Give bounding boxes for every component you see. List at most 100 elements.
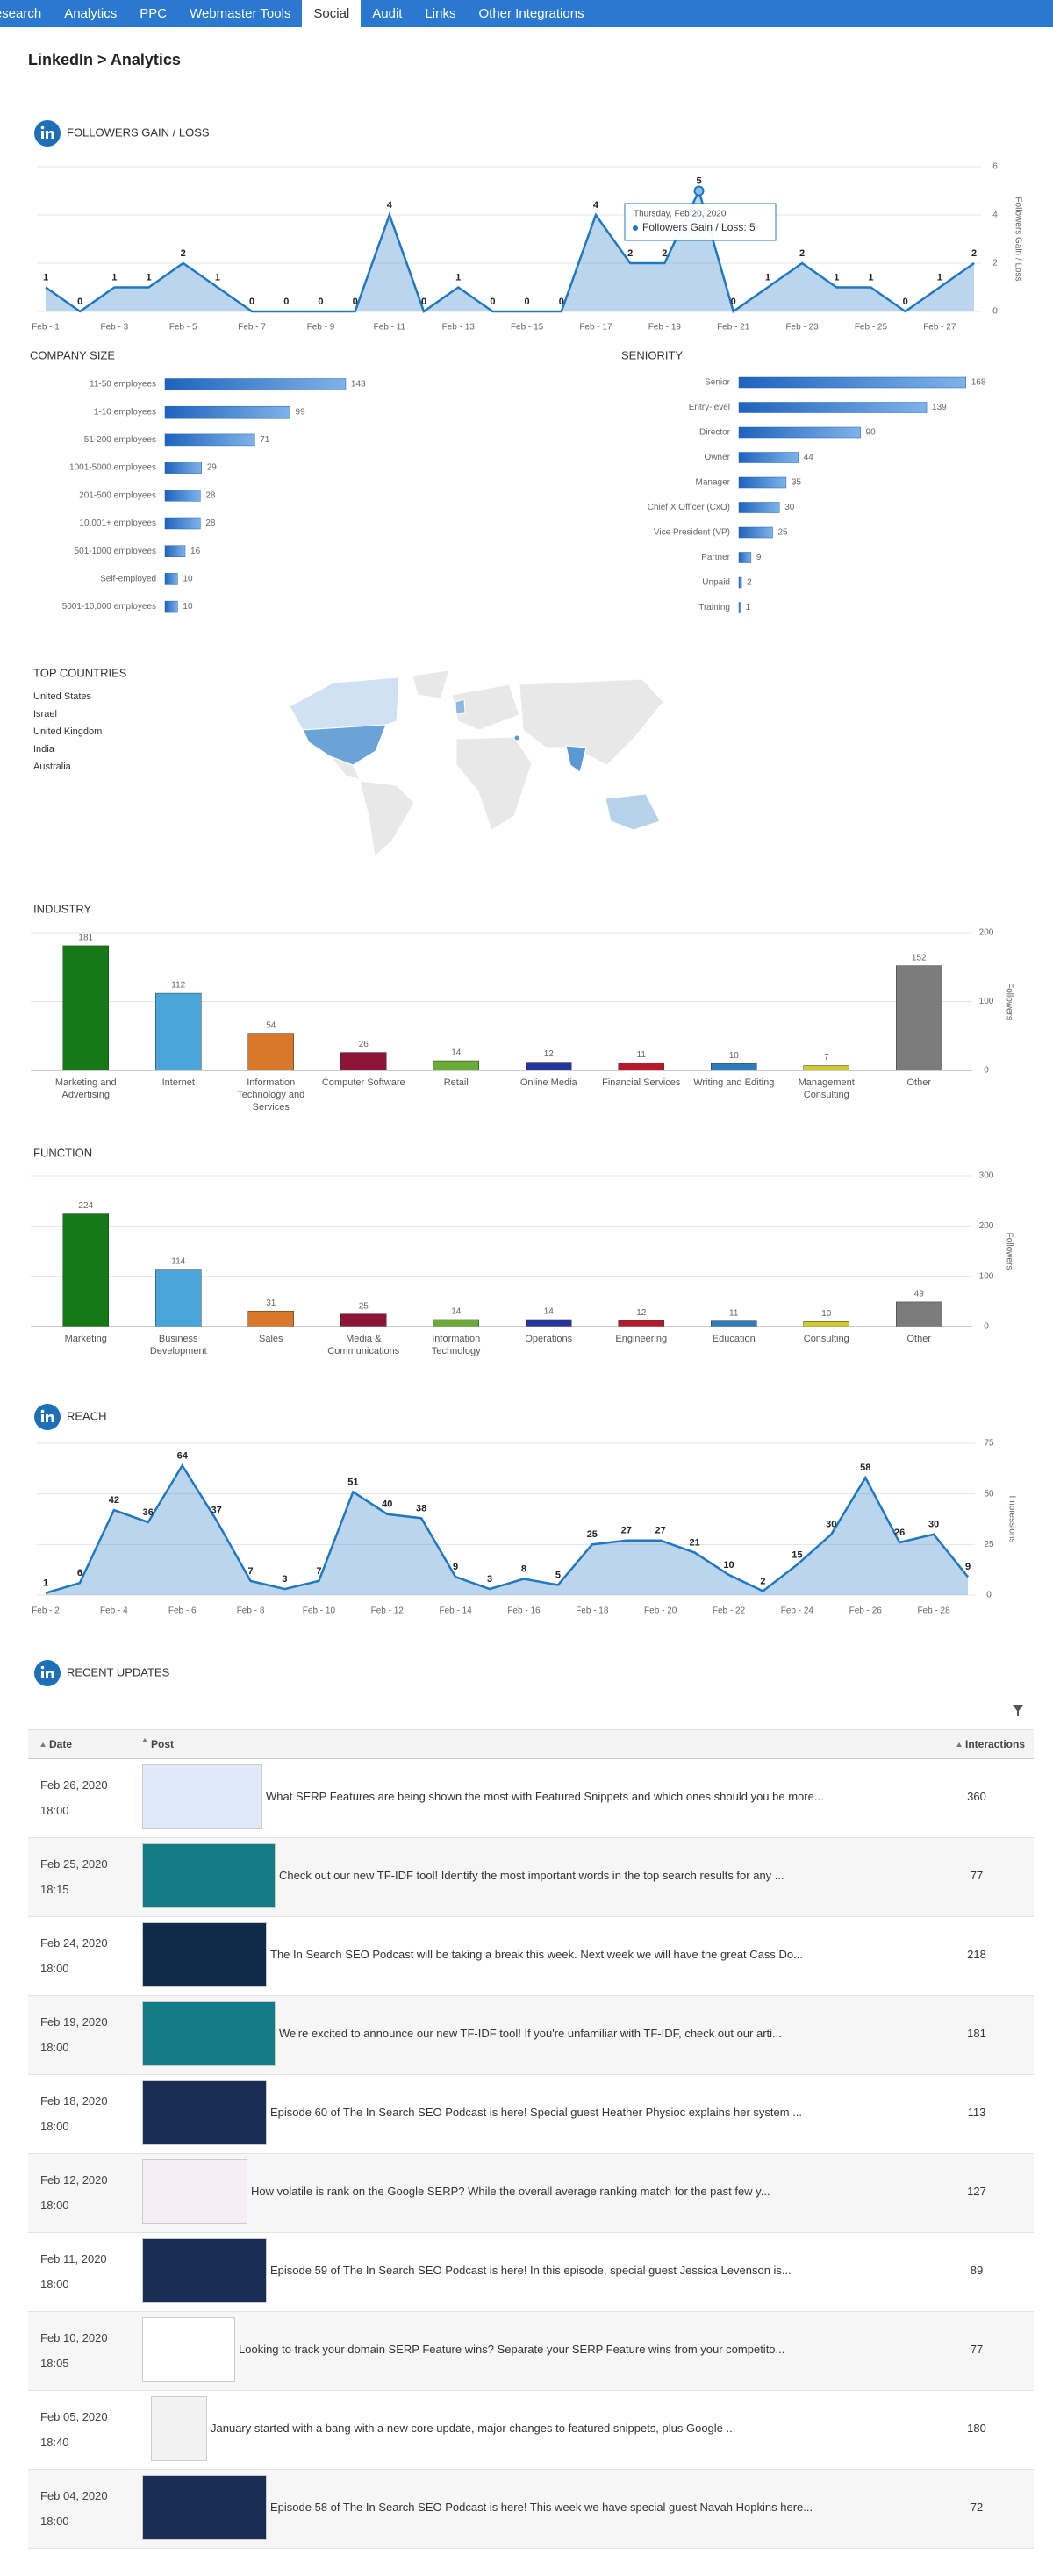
- bar-label: 5001-10,000 employees: [62, 602, 156, 612]
- table-row: Feb 10, 2020 18:05 Looking to track your d…: [28, 2312, 1034, 2391]
- x-tick-label: Marketing and Advertising: [54, 1077, 117, 1100]
- bar-label: 501-1000 employees: [75, 547, 156, 556]
- post-date: Feb 11, 2020: [40, 2252, 107, 2265]
- post-time: 18:00: [40, 1962, 69, 1975]
- post-thumbnail[interactable]: [142, 1922, 267, 1987]
- post-thumbnail[interactable]: [142, 2475, 267, 2540]
- post-thumbnail[interactable]: [142, 2001, 276, 2066]
- nav-tab[interactable]: Audit: [372, 6, 403, 21]
- post-thumbnail[interactable]: [142, 2080, 267, 2145]
- post-text[interactable]: Episode 58 of The In Search SEO Podcast …: [270, 2501, 813, 2514]
- post-text[interactable]: How volatile is rank on the Google SERP?…: [251, 2185, 770, 2198]
- data-label: 14: [544, 1307, 555, 1317]
- post-cell: The In Search SEO Podcast will be taking…: [142, 1917, 920, 1995]
- bar-label: Senior: [705, 378, 731, 388]
- bar-label: Chief X Officer (CxO): [648, 503, 730, 512]
- post-thumbnail[interactable]: [142, 1764, 262, 1829]
- data-label: 10: [729, 1051, 740, 1061]
- bar: [340, 1052, 387, 1071]
- data-label: 49: [914, 1290, 925, 1299]
- data-label: 3: [282, 1574, 287, 1585]
- interactions-value: 127: [967, 2185, 986, 2198]
- post-text[interactable]: Episode 60 of The In Search SEO Podcast …: [270, 2106, 803, 2119]
- data-label: 14: [451, 1307, 462, 1317]
- data-label: 28: [205, 490, 216, 500]
- bar-label: 11-50 employees: [90, 380, 156, 390]
- date-cell: Feb 25, 2020 18:15: [28, 1838, 142, 1916]
- post-thumbnail[interactable]: [142, 2317, 235, 2382]
- post-text[interactable]: What SERP Features are being shown the m…: [266, 1790, 824, 1803]
- data-label: 9: [965, 1562, 971, 1572]
- data-label: 28: [205, 519, 216, 528]
- post-text[interactable]: Check out our new TF-IDF tool! Identify …: [279, 1869, 784, 1882]
- post-thumbnail[interactable]: [151, 2396, 207, 2461]
- post-time: 18:00: [40, 2120, 69, 2133]
- post-thumbnail[interactable]: [142, 2238, 267, 2303]
- date-cell: Feb 26, 2020 18:00: [28, 1759, 142, 1837]
- post-date: Feb 10, 2020: [40, 2331, 108, 2344]
- filter-icon[interactable]: [1013, 1705, 1023, 1716]
- data-label: 42: [109, 1495, 119, 1506]
- data-label: 0: [731, 297, 736, 307]
- interactions-value: 89: [970, 2264, 984, 2277]
- x-tick-label: Feb - 12: [371, 1606, 405, 1616]
- post-time: 18:15: [40, 1883, 69, 1896]
- bar: [526, 1319, 572, 1327]
- bar: [738, 376, 966, 389]
- nav-tab[interactable]: Analytics: [64, 6, 118, 21]
- bar: [711, 1320, 757, 1327]
- post-text[interactable]: The In Search SEO Podcast will be taking…: [270, 1948, 803, 1961]
- column-header[interactable]: Post: [142, 1738, 920, 1750]
- section-title: INDUSTRY: [33, 902, 92, 915]
- post-thumbnail[interactable]: [142, 2159, 247, 2224]
- data-label: 2: [662, 248, 667, 259]
- sort-icon: [956, 1742, 962, 1748]
- data-label: 90: [866, 428, 877, 438]
- post-text[interactable]: We're excited to announce our new TF-IDF…: [279, 2027, 782, 2040]
- breadcrumb: LinkedIn > Analytics: [28, 51, 181, 68]
- nav-tab[interactable]: PPC: [140, 6, 168, 21]
- tooltip-dot: [633, 225, 638, 231]
- data-label: 11: [637, 1050, 647, 1060]
- x-tick-label: Feb - 7: [238, 323, 266, 333]
- interactions-value: 218: [967, 1948, 986, 1961]
- bar: [164, 462, 203, 474]
- nav-tab[interactable]: Other Integrations: [478, 6, 584, 21]
- interactions-cell: 180: [920, 2391, 1034, 2469]
- line: [45, 187, 975, 314]
- date-cell: Feb 19, 2020 18:00: [28, 1996, 142, 2074]
- date-cell: Feb 12, 2020 18:00: [28, 2154, 142, 2232]
- x-tick-label: Feb - 26: [849, 1606, 883, 1616]
- bar: [738, 602, 741, 613]
- nav-tab[interactable]: Research: [0, 6, 42, 21]
- nav-tab[interactable]: Webmaster Tools: [190, 6, 291, 21]
- data-label: 25: [778, 528, 789, 538]
- post-cell: How volatile is rank on the Google SERP?…: [142, 2154, 920, 2232]
- data-label: 10: [723, 1560, 734, 1571]
- post-cell: We're excited to announce our new TF-IDF…: [142, 1996, 920, 2074]
- column-header[interactable]: Date: [28, 1738, 142, 1750]
- post-text[interactable]: Looking to track your domain SERP Featur…: [239, 2343, 785, 2356]
- data-label: 40: [382, 1499, 392, 1510]
- bar-label: Director: [699, 428, 731, 438]
- data-label: 54: [266, 1020, 276, 1030]
- post-text[interactable]: Episode 59 of The In Search SEO Podcast …: [270, 2264, 792, 2277]
- bar: [164, 573, 178, 585]
- bar: [738, 476, 787, 489]
- column-header[interactable]: Interactions: [920, 1738, 1034, 1750]
- table-row: Feb 26, 2020 18:00 What SERP Features are …: [28, 1759, 1034, 1838]
- column-title: Date: [49, 1738, 73, 1750]
- data-label: 1: [146, 272, 151, 283]
- x-tick-label: Feb - 19: [648, 323, 682, 333]
- tooltip: [624, 203, 777, 241]
- post-thumbnail[interactable]: [142, 1843, 276, 1908]
- post-text[interactable]: January started with a bang with a new c…: [211, 2422, 736, 2435]
- bar: [738, 502, 780, 513]
- bar: [433, 1319, 479, 1327]
- x-tick-label: Sales: [258, 1334, 283, 1344]
- country-name: Israel: [33, 709, 57, 719]
- x-tick-label: Feb - 2: [32, 1606, 60, 1616]
- nav-tab[interactable]: Links: [425, 6, 456, 21]
- nav-tab[interactable]: Social: [302, 0, 362, 27]
- data-label: 30: [784, 503, 795, 512]
